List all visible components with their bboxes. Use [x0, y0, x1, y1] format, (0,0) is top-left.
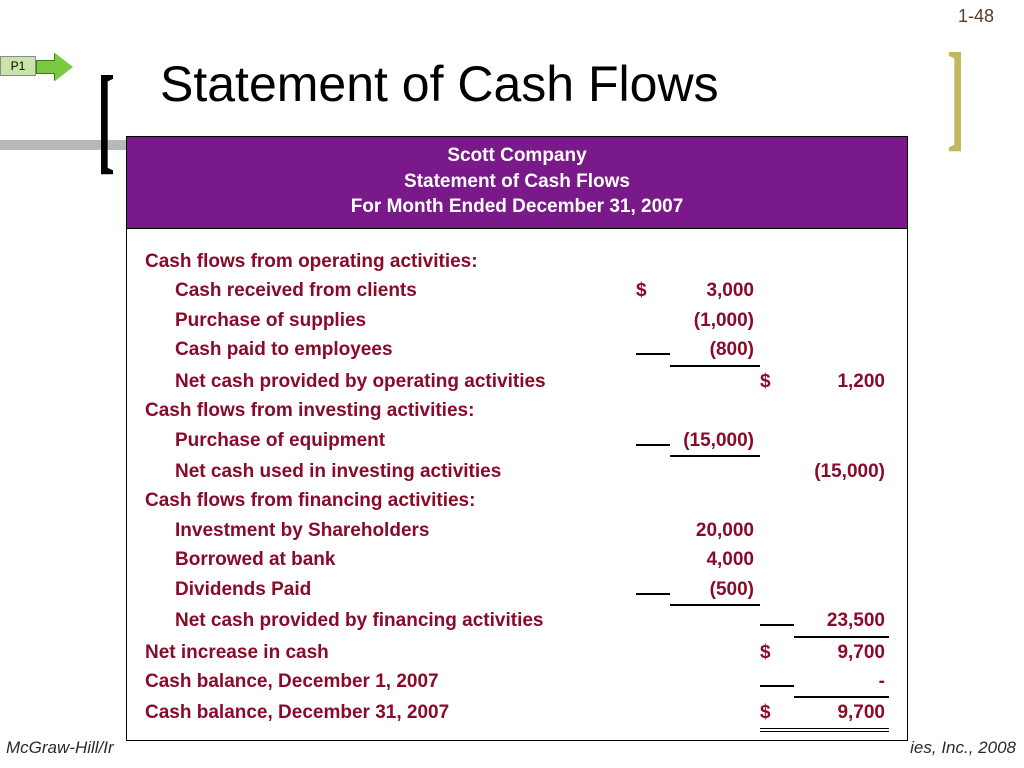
- subtotal-financing: Net cash provided by financing activitie…: [145, 606, 889, 637]
- nav-tag: P1: [0, 56, 36, 76]
- financing-heading: Cash flows from financing activities:: [145, 486, 889, 515]
- line-item: Dividends Paid (500): [145, 575, 889, 606]
- footer-right: ies, Inc., 2008: [910, 738, 1016, 758]
- arrow-icon: [36, 60, 56, 74]
- period: For Month Ended December 31, 2007: [127, 194, 907, 220]
- line-item: Purchase of equipment (15,000): [145, 426, 889, 457]
- subtotal-operating: Net cash provided by operating activitie…: [145, 367, 889, 396]
- statement-body: Cash flows from operating activities: Ca…: [127, 229, 907, 740]
- operating-heading: Cash flows from operating activities:: [145, 247, 889, 276]
- statement-container: Scott Company Statement of Cash Flows Fo…: [126, 136, 908, 741]
- net-increase: Net increase in cash $ 9,700: [145, 638, 889, 667]
- page-number: 1-48: [958, 6, 994, 27]
- balance-end: Cash balance, December 31, 2007 $ 9,700: [145, 698, 889, 731]
- line-item: Cash received from clients $ 3,000: [145, 276, 889, 305]
- statement-name: Statement of Cash Flows: [127, 169, 907, 195]
- company-name: Scott Company: [127, 143, 907, 169]
- line-item: Investment by Shareholders 20,000: [145, 516, 889, 545]
- investing-heading: Cash flows from investing activities:: [145, 396, 889, 425]
- line-item: Purchase of supplies (1,000): [145, 306, 889, 335]
- bracket-left-icon: [: [97, 58, 115, 178]
- line-item: Cash paid to employees (800): [145, 335, 889, 366]
- statement-header: Scott Company Statement of Cash Flows Fo…: [127, 137, 907, 229]
- subtotal-investing: Net cash used in investing activities (1…: [145, 457, 889, 486]
- arrow-head-icon: [55, 53, 73, 81]
- balance-begin: Cash balance, December 1, 2007 -: [145, 667, 889, 698]
- footer-left: McGraw-Hill/Ir: [6, 738, 114, 758]
- slide-title: Statement of Cash Flows: [160, 55, 719, 113]
- line-item: Borrowed at bank 4,000: [145, 545, 889, 574]
- bracket-right-icon: ]: [947, 35, 965, 155]
